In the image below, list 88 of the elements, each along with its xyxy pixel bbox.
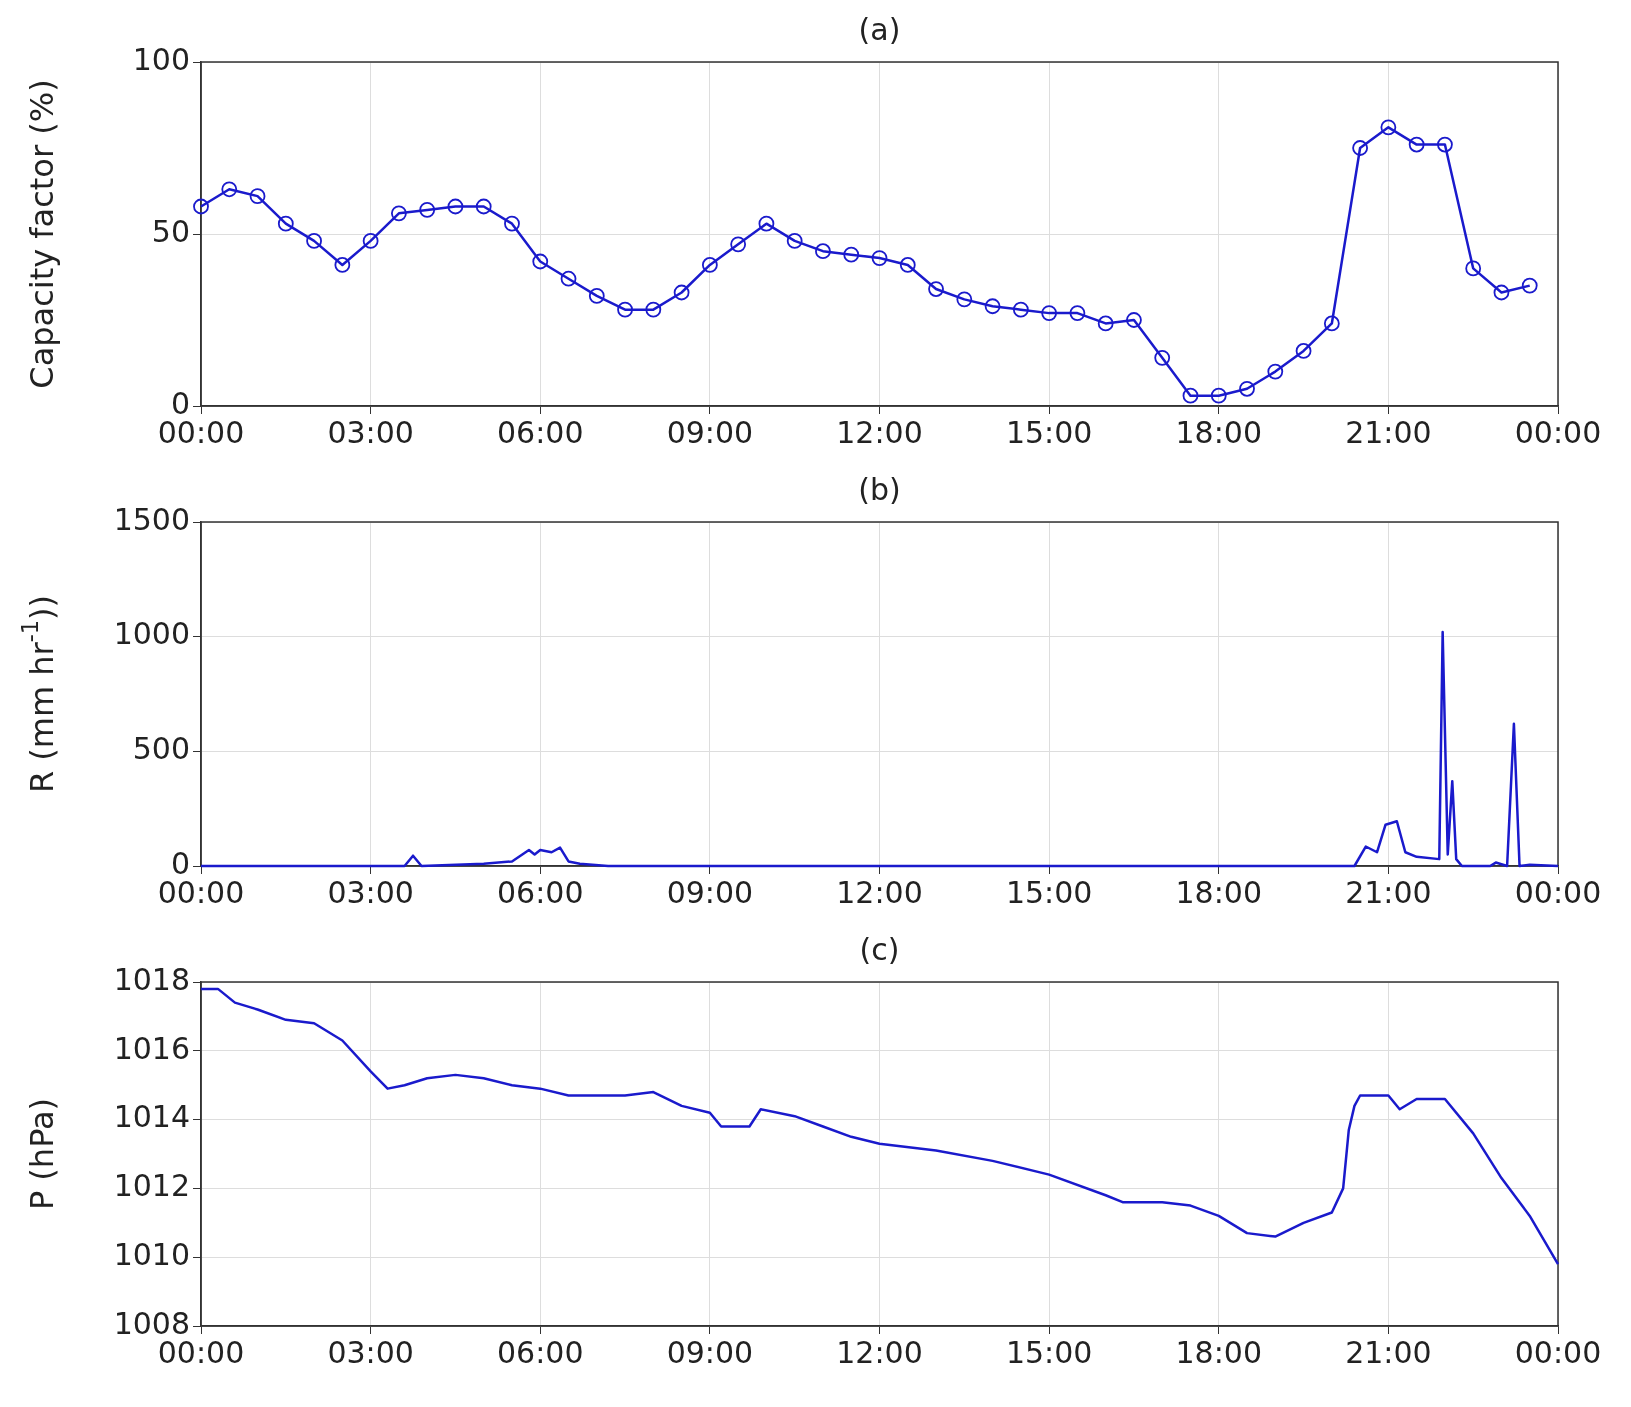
point bbox=[221, 181, 238, 198]
point bbox=[362, 232, 379, 249]
x-tick-label: 21:00 bbox=[1345, 414, 1432, 450]
point bbox=[701, 257, 718, 273]
x-tick-label: 18:00 bbox=[1175, 874, 1262, 910]
point bbox=[645, 301, 662, 318]
x-tick-label: 12:00 bbox=[836, 414, 923, 450]
x-tick-label: 18:00 bbox=[1175, 414, 1262, 450]
point bbox=[1323, 315, 1340, 332]
point bbox=[475, 198, 492, 215]
point bbox=[1267, 363, 1284, 380]
point bbox=[984, 298, 1001, 315]
point bbox=[1352, 140, 1368, 156]
y-tick-label: 1000 bbox=[113, 616, 190, 652]
x-tick-label: 06:00 bbox=[497, 874, 584, 910]
x-tick-label: 12:00 bbox=[836, 1334, 923, 1370]
point bbox=[1380, 119, 1397, 136]
x-tick-label: 03:00 bbox=[327, 1334, 414, 1370]
y-tick-label: 50 bbox=[151, 213, 190, 249]
point bbox=[560, 270, 577, 287]
x-tick-label: 12:00 bbox=[836, 874, 923, 910]
y-tick-label: 1012 bbox=[113, 1168, 190, 1204]
point bbox=[1154, 349, 1171, 366]
point bbox=[617, 301, 633, 318]
point bbox=[1408, 136, 1425, 153]
x-tick-label: 15:00 bbox=[1005, 414, 1093, 450]
point bbox=[786, 232, 803, 249]
x-tick-label: 03:00 bbox=[327, 414, 414, 450]
point bbox=[504, 215, 520, 232]
x-tick-label: 00:00 bbox=[1514, 414, 1602, 450]
point bbox=[1182, 387, 1199, 404]
point bbox=[334, 257, 351, 273]
point bbox=[588, 288, 605, 304]
x-tick-label: 06:00 bbox=[497, 414, 584, 450]
point bbox=[1493, 284, 1510, 301]
x-tick-label: 06:00 bbox=[497, 1334, 584, 1370]
point bbox=[1041, 305, 1058, 322]
point bbox=[1521, 277, 1538, 294]
chart-title: (c) bbox=[859, 931, 900, 967]
point bbox=[391, 205, 407, 222]
point bbox=[928, 281, 944, 297]
chart-title: (b) bbox=[858, 471, 901, 507]
point bbox=[673, 284, 690, 301]
point bbox=[447, 198, 464, 215]
y-tick-label: 100 bbox=[132, 41, 190, 77]
x-tick-label: 09:00 bbox=[666, 414, 754, 450]
x-tick-label: 21:00 bbox=[1345, 874, 1432, 910]
point bbox=[956, 291, 973, 308]
y-axis-title: Capacity factor (%) bbox=[23, 79, 62, 389]
point bbox=[1097, 315, 1114, 332]
chart-title: (a) bbox=[858, 11, 901, 47]
point bbox=[1437, 136, 1453, 153]
x-tick-label: 18:00 bbox=[1175, 1334, 1262, 1370]
y-tick-label: 1016 bbox=[113, 1030, 190, 1066]
x-tick-label: 03:00 bbox=[327, 874, 414, 910]
point bbox=[730, 236, 747, 253]
point bbox=[871, 250, 888, 266]
y-axis-title: P (hPa) bbox=[23, 1097, 62, 1211]
point bbox=[843, 246, 860, 263]
point bbox=[1012, 301, 1029, 318]
point bbox=[1126, 312, 1142, 328]
y-tick-label: 1500 bbox=[113, 501, 190, 537]
point bbox=[306, 232, 322, 249]
point bbox=[815, 243, 831, 260]
point bbox=[899, 257, 916, 273]
point bbox=[249, 188, 266, 205]
x-tick-label: 00:00 bbox=[1514, 874, 1602, 910]
point bbox=[419, 202, 436, 218]
point bbox=[193, 198, 209, 215]
y-tick-label: 1010 bbox=[113, 1237, 190, 1272]
point bbox=[758, 215, 775, 232]
point bbox=[1210, 387, 1227, 404]
x-tick-label: 00:00 bbox=[1514, 1334, 1602, 1370]
x-tick-label: 09:00 bbox=[666, 1334, 754, 1370]
point bbox=[1239, 380, 1255, 397]
x-tick-label: 15:00 bbox=[1005, 874, 1093, 910]
y-axis-title: R (mm hr-1)) bbox=[17, 594, 62, 794]
x-tick-label: 15:00 bbox=[1005, 1334, 1093, 1370]
point bbox=[1465, 260, 1482, 277]
point bbox=[1295, 343, 1312, 359]
y-tick-label: 1018 bbox=[113, 961, 190, 997]
point bbox=[532, 253, 549, 270]
y-tick-label: 1014 bbox=[113, 1099, 190, 1135]
x-tick-label: 21:00 bbox=[1345, 1334, 1432, 1370]
y-tick-label: 500 bbox=[132, 731, 190, 767]
point bbox=[1069, 305, 1086, 322]
x-tick-label: 09:00 bbox=[666, 874, 754, 910]
point bbox=[277, 215, 294, 232]
